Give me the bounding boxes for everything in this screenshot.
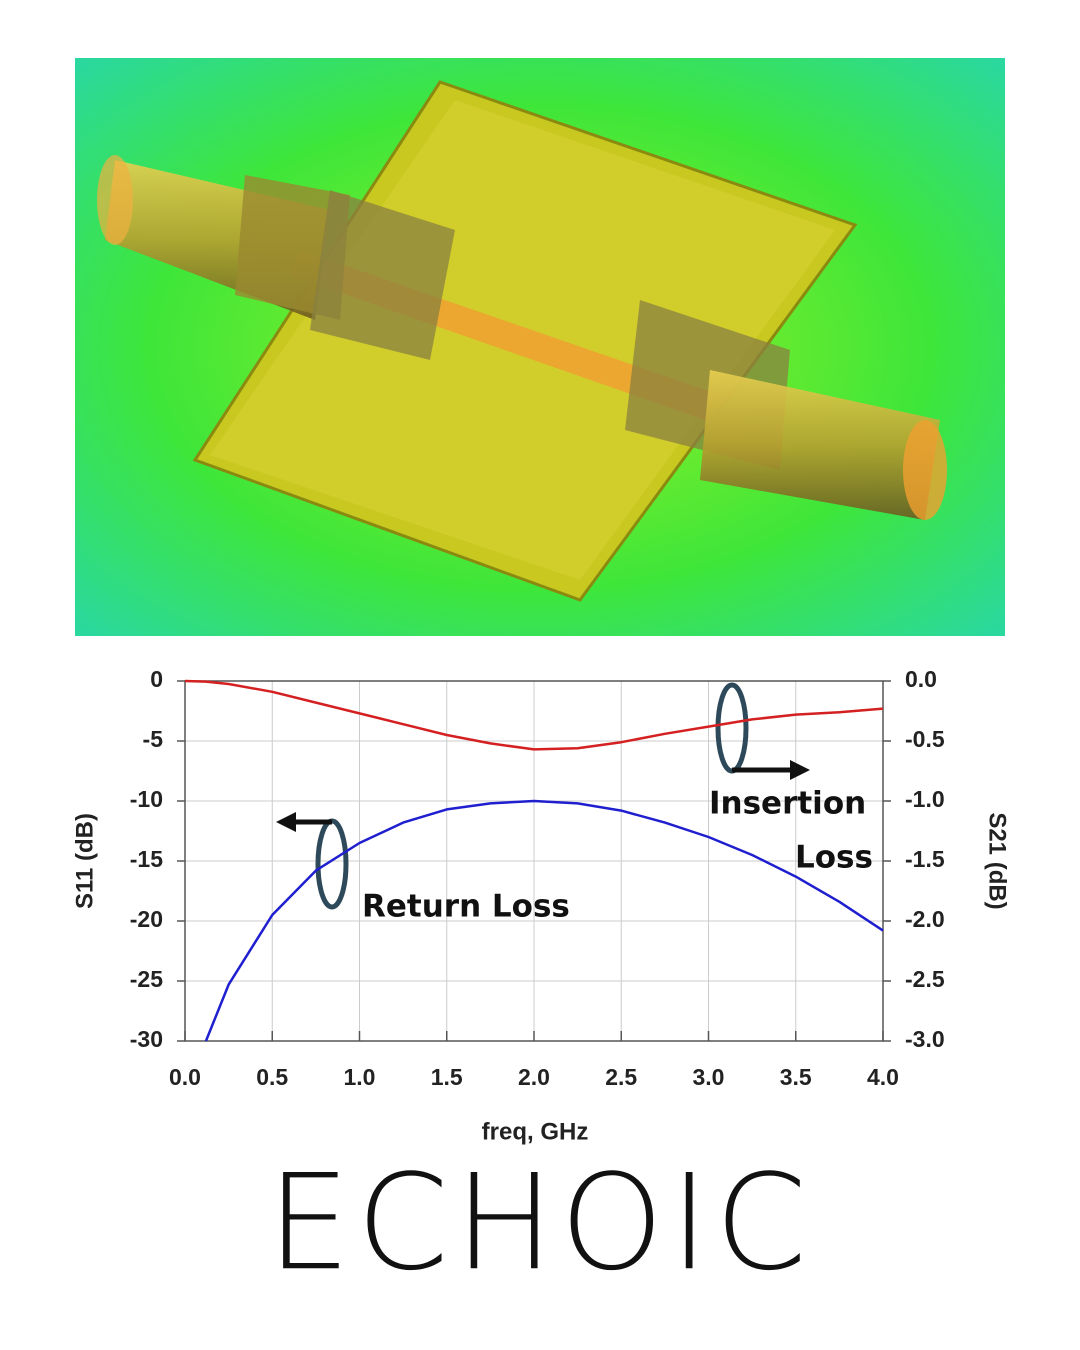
y-tick-label: -5 [143,726,164,752]
x-tick-label: 4.0 [867,1064,899,1090]
y2-tick-label: -2.0 [905,906,945,932]
x-axis-label: freq, GHz [482,1118,589,1145]
y2-tick-label: -1.5 [905,846,945,872]
x-tick-label: 2.5 [605,1064,637,1090]
y-tick-label: -15 [130,846,163,872]
y2-tick-label: 0.0 [905,666,937,692]
simulation-image [75,58,1005,636]
y-tick-label: -25 [130,966,163,992]
x-tick-label: 1.0 [344,1064,376,1090]
y2-tick-label: -2.5 [905,966,945,992]
annotation-markers [276,682,810,910]
y2-tick-label: -0.5 [905,726,945,752]
logo: ECHOIC [267,1146,813,1300]
x-tick-label: 1.5 [431,1064,463,1090]
y2-tick-label: -3.0 [905,1026,945,1052]
x-tick-label: 0.5 [256,1064,288,1090]
y2-tick-label: -1.0 [905,786,945,812]
x-tick-label: 2.0 [518,1064,550,1090]
y-tick-label: -30 [130,1026,163,1052]
annotation: Loss [795,840,873,876]
y2-axis-label: S21 (dB) [984,812,1011,909]
annotation: Insertion [709,786,866,822]
y-tick-label: 0 [150,666,163,692]
line-series [204,799,884,1042]
line-series [184,679,884,751]
x-tick-label: 0.0 [169,1064,201,1090]
y-tick-label: -10 [130,786,163,812]
y-axis-label: S11 (dB) [71,813,98,909]
annotation: Return Loss [362,889,570,925]
y-tick-label: -20 [130,906,163,932]
x-tick-label: 3.5 [780,1064,812,1090]
x-tick-label: 3.0 [693,1064,725,1090]
